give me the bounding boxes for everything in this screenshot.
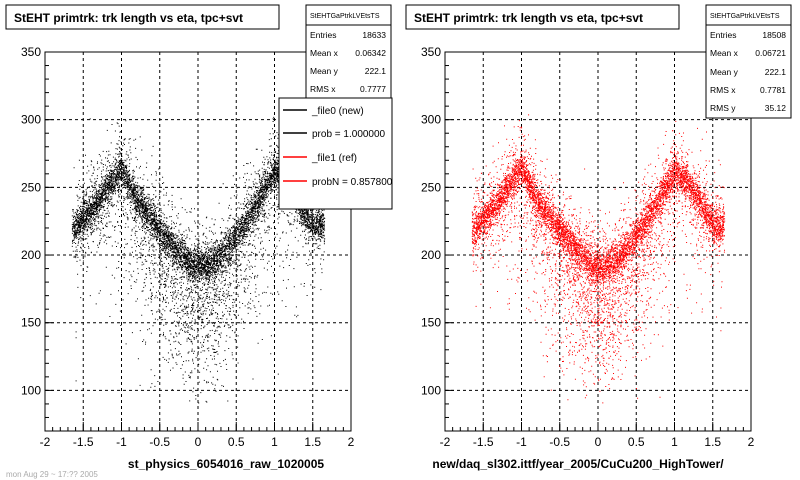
y-tick-label: 350 [421,45,441,59]
right-stat-value: 18508 [762,30,786,40]
x-tick-label: -1 [116,435,127,449]
right-stat-value: 0.06721 [755,48,786,58]
left-stats-frame [305,4,392,102]
y-tick-label: 100 [421,383,441,397]
x-tick-label: -0.5 [149,435,170,449]
x-tick-label: 1 [671,435,678,449]
left-footer-label: st_physics_6054016_raw_1020005 [128,457,324,471]
left-stat-label: Entries [310,30,336,40]
left-stat-value: 0.7777 [360,84,386,94]
x-tick-label: 0 [195,435,202,449]
right-stats-header: StEHTGaPtrkLVEtsTS [710,13,780,20]
right-footer-label: new/daq_sl302.ittf/year_2005/CuCu200_Hig… [432,457,724,471]
left-y-axis: 100 150 200 250 300 350 [21,45,54,418]
right-stat-label: Mean y [710,67,739,77]
x-tick-label: 1.5 [704,435,721,449]
x-tick-label: -1.5 [473,435,494,449]
left-x-axis: -2 -1.5 -1 -0.5 0 0.5 1 1.5 2 [40,422,355,449]
x-tick-label: 0 [595,435,602,449]
right-stats-frame [705,4,792,119]
right-stat-label: RMS x [710,85,736,95]
y-tick-label: 300 [21,113,41,127]
right-stat-value: 222.1 [765,67,787,77]
left-stat-label: RMS x [310,84,336,94]
y-tick-label: 300 [421,113,441,127]
y-tick-label: 150 [21,316,41,330]
x-tick-label: -1.5 [73,435,94,449]
right-stat-label: RMS y [710,103,736,113]
right-stats-box: StEHTGaPtrkLVEtsTS Entries 18508 Mean x … [705,4,792,119]
legend-entry-label: _file0 (new) [311,106,364,117]
legend-frame [278,97,393,210]
y-tick-label: 200 [21,248,41,262]
right-stat-label: Entries [710,30,736,40]
x-tick-label: -2 [440,435,451,449]
left-stat-value: 18633 [362,30,386,40]
right-chart-title: StEHT primtrk: trk length vs eta, tpc+sv… [414,11,643,25]
right-x-axis: -2 -1.5 -1 -0.5 0 0.5 1 1.5 2 [440,422,755,449]
right-grid [445,52,751,431]
right-title-box [405,4,680,30]
y-tick-label: 250 [21,180,41,194]
left-scatter-points [71,116,326,404]
y-tick-label: 150 [421,316,441,330]
left-chart-title: StEHT primtrk: trk length vs eta, tpc+sv… [14,11,243,25]
left-legend: _file0 (new) prob = 1.000000 _file1 (ref… [278,97,393,210]
left-stat-label: Mean y [310,66,339,76]
scatter-points [71,116,326,404]
y-tick-label: 100 [21,383,41,397]
x-tick-label: 1 [271,435,278,449]
right-panel: -2 -1.5 -1 -0.5 0 0.5 1 1.5 2 100 150 200 250 300 350… [405,4,792,471]
right-stat-value: 35.12 [765,103,787,113]
y-tick-label: 250 [421,180,441,194]
left-title-box [5,4,280,30]
legend-entry-label: prob = 1.000000 [312,129,386,140]
legend-entry-label: _file1 (ref) [311,153,357,164]
left-stat-value: 0.06342 [355,48,386,58]
faint-timestamp: mon Aug 29 ~ 17:?? 2005 [6,470,98,479]
left-panel: -2 -1.5 -1 -0.5 0 0.5 1 1.5 2 100 150 200 250 300 350… [5,4,393,479]
x-tick-label: -0.5 [549,435,570,449]
left-stat-label: Mean x [310,48,339,58]
x-tick-label: 0.5 [628,435,645,449]
left-stat-value: 222.1 [365,66,387,76]
x-tick-label: -2 [40,435,51,449]
x-tick-label: 1.5 [304,435,321,449]
legend-entry-label: probN = 0.857800 [312,177,393,188]
x-tick-label: -1 [516,435,527,449]
y-tick-label: 200 [421,248,441,262]
x-tick-label: 2 [348,435,355,449]
y-tick-label: 350 [21,45,41,59]
left-stats-box: StEHTGaPtrkLVEtsTS Entries 18633 Mean x … [305,4,392,102]
left-stats-header: StEHTGaPtrkLVEtsTS [310,13,380,20]
right-y-axis: 100 150 200 250 300 350 [421,45,454,418]
x-tick-label: 2 [748,435,755,449]
right-stat-label: Mean x [710,48,739,58]
right-stat-value: 0.7781 [760,85,786,95]
x-tick-label: 0.5 [228,435,245,449]
